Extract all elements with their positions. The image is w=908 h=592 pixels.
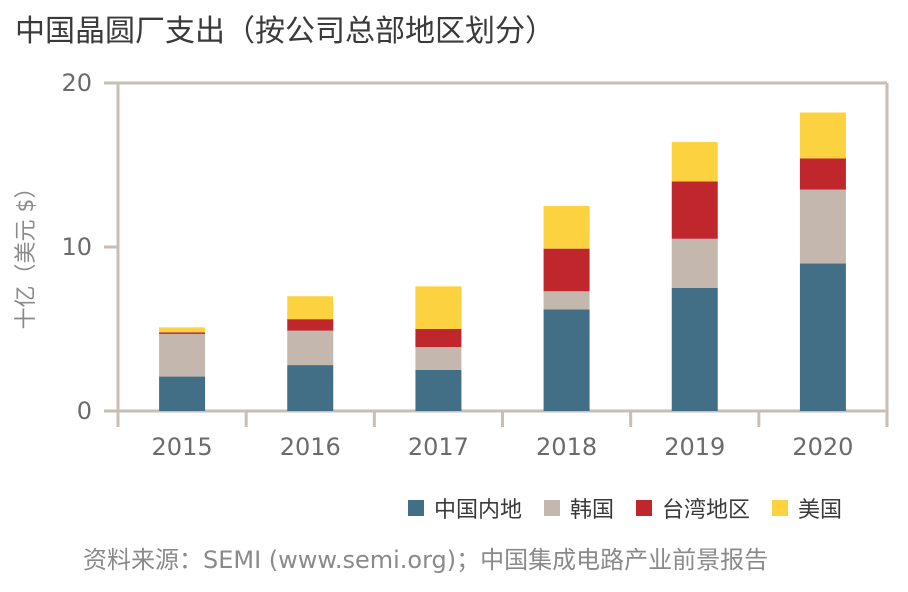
bar-segment: [543, 309, 590, 411]
bar-segment: [671, 142, 718, 182]
bar-segment: [159, 376, 206, 411]
bar-segment: [287, 365, 334, 411]
bar-segment: [799, 158, 846, 190]
legend-label: 台湾地区: [662, 498, 751, 523]
y-axis-label: 十亿（美元 $）: [14, 177, 39, 330]
chart-bars: [159, 112, 846, 411]
y-tick-label: 10: [61, 233, 92, 261]
bar-segment: [159, 332, 206, 334]
legend-item: 美国: [772, 492, 842, 524]
bar-segment: [543, 248, 590, 292]
legend-swatch: [636, 500, 653, 516]
legend-item: 韩国: [544, 492, 614, 524]
bar-segment: [415, 286, 462, 329]
bar-segment: [799, 112, 846, 159]
x-tick-label: 2020: [792, 433, 853, 461]
bar-segment: [543, 206, 590, 249]
bar-segment: [159, 327, 206, 333]
bar-segment: [799, 263, 846, 411]
legend-item: 台湾地区: [636, 492, 750, 524]
legend-label: 美国: [798, 498, 843, 523]
bar-segment: [799, 189, 846, 264]
x-tick-label: 2018: [536, 433, 597, 461]
chart-labels: 0 10 20 十亿（美元 $） 2015 2016 2017 2018 2019 2020: [14, 69, 853, 461]
bar-segment: [671, 288, 718, 411]
legend-swatch: [408, 500, 424, 516]
bar-segment: [287, 330, 334, 366]
bar-segment: [415, 329, 462, 348]
legend-label: 中国内地: [434, 498, 523, 523]
chart-axes: [104, 81, 889, 427]
source-note: 资料来源：SEMI (www.semi.org)；中国集成电路产业前景报告: [83, 546, 769, 574]
bar-segment: [671, 181, 718, 239]
bar-segment: [415, 347, 462, 370]
x-tick-label: 2017: [408, 433, 469, 461]
bar-segment: [543, 291, 590, 310]
chart-title: 中国晶圆厂支出（按公司总部地区划分）: [15, 14, 555, 49]
legend-item: 中国内地: [408, 492, 522, 524]
bar-segment: [671, 238, 718, 288]
legend-swatch: [772, 500, 789, 516]
bar-segment: [415, 370, 462, 411]
legend-label: 韩国: [570, 498, 615, 523]
y-tick-label: 0: [77, 397, 92, 425]
x-tick-label: 2019: [664, 433, 725, 461]
bar-segment: [287, 296, 334, 320]
bar-segment: [287, 319, 334, 331]
bar-segment: [159, 333, 206, 377]
x-tick-label: 2016: [280, 433, 341, 461]
chart-legend: 中国内地 韩国 台湾地区 美国: [408, 492, 842, 524]
legend-swatch: [544, 500, 561, 516]
x-tick-label: 2015: [152, 433, 213, 461]
y-tick-label: 20: [61, 69, 92, 97]
